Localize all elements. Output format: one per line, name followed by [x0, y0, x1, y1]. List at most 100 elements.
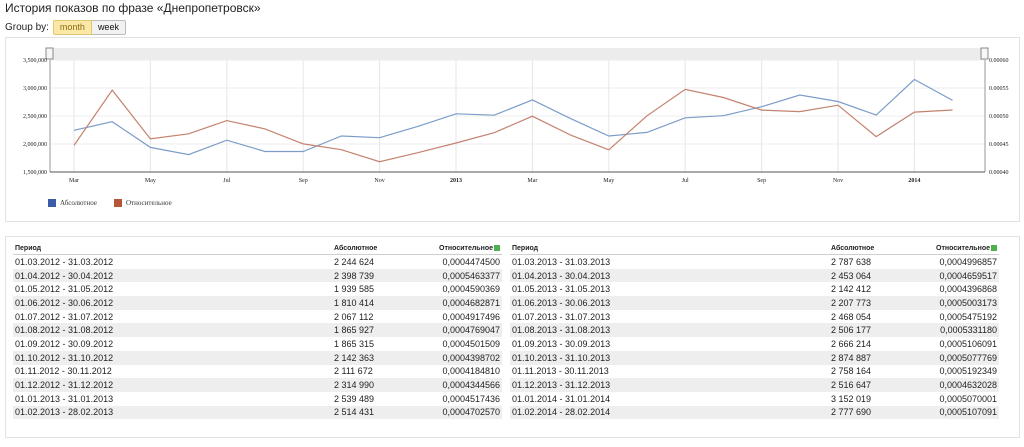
table-row: 01.07.2013 - 31.07.2013 2 468 054 0,000547… [510, 310, 999, 324]
table-row: 01.05.2012 - 31.05.2012 1 939 585 0,000459… [13, 282, 502, 296]
cell-period: 01.06.2013 - 30.06.2013 [510, 296, 829, 310]
scroll-handle-left [45, 47, 54, 60]
cell-abs: 2 244 624 [334, 256, 375, 267]
cell-rel: 0,0004344566 [432, 378, 502, 392]
x-tick-label: Sep [757, 178, 766, 184]
table-row: 01.06.2013 - 30.06.2013 2 207 773 0,000500… [510, 296, 999, 310]
table-row: 01.03.2012 - 31.03.2012 2 244 624 0,000447… [13, 255, 502, 269]
cell-abs: 2 874 887 [829, 350, 929, 365]
cell-rel: 0,0004474500 [442, 256, 500, 267]
table-row: 01.12.2012 - 31.12.2012 2 314 990 0,000434… [13, 378, 502, 392]
cell-abs: 2 468 054 [831, 311, 872, 322]
cell-period: 01.11.2013 - 30.11.2013 [512, 366, 609, 377]
table-row: 01.11.2013 - 30.11.2013 2 758 164 0,000519… [510, 365, 999, 379]
cell-abs: 2 453 064 [829, 268, 929, 283]
table-row: 01.12.2013 - 31.12.2013 2 516 647 0,000463… [510, 378, 999, 392]
group-by-label: Group by: [5, 22, 49, 33]
header-rel-label: Относительное [439, 245, 493, 252]
cell-abs: 3 152 019 [831, 393, 872, 404]
cell-period: 01.01.2013 - 31.01.2013 [15, 393, 114, 404]
cell-period: 01.11.2012 - 30.11.2012 [15, 366, 112, 377]
y-left-tick-label: 2,500,000 [23, 114, 47, 120]
cell-period: 01.12.2012 - 31.12.2012 [13, 378, 332, 392]
y-right-tick-label: 0.00040 [989, 170, 1009, 176]
cell-rel: 0,0005331180 [929, 323, 999, 338]
data-table-right: Период Абсолютное Относительное 01.03.20… [510, 243, 999, 420]
legend-item-abs: Абсолютное [48, 199, 97, 207]
cell-rel: 0,0004398702 [432, 350, 502, 365]
y-right-tick-label: 0.00060 [989, 58, 1009, 64]
x-tick-label: Jul [682, 178, 689, 184]
cell-rel: 0,0004682871 [432, 296, 502, 310]
info-icon[interactable] [494, 245, 500, 252]
cell-rel: 0,0004659517 [929, 268, 999, 283]
cell-period: 01.10.2013 - 31.10.2013 [510, 350, 829, 365]
table-row: 01.11.2012 - 30.11.2012 2 111 672 0,000418… [13, 365, 502, 379]
cell-period: 01.04.2013 - 30.04.2013 [510, 268, 829, 283]
cell-abs: 2 539 489 [334, 393, 375, 404]
scroll-handle-right [980, 47, 989, 60]
cell-period: 01.03.2013 - 31.03.2013 [512, 256, 611, 267]
cell-period: 01.02.2014 - 28.02.2014 [510, 405, 829, 420]
cell-abs: 2 506 177 [829, 323, 929, 338]
cell-period: 01.08.2012 - 31.08.2012 [13, 323, 332, 338]
cell-abs: 1 865 927 [332, 323, 432, 338]
page-title: История показов по фразе «Днепропетровск… [5, 1, 261, 15]
cell-rel: 0,0004702570 [432, 405, 502, 420]
table-header-row: Период Абсолютное Относительное [510, 243, 999, 255]
data-table-panel: Период Абсолютное Относительное 01.03.20… [5, 236, 1020, 438]
group-by-control: Group by: month week [5, 20, 126, 35]
y-right-tick-label: 0.00050 [989, 114, 1009, 120]
table-body-right: 01.03.2013 - 31.03.2013 2 787 638 0,000499… [510, 255, 999, 420]
x-tick-label: Nov [833, 178, 843, 184]
cell-abs: 2 514 431 [332, 405, 432, 420]
table-row: 01.04.2012 - 30.04.2012 2 398 739 0,000546… [13, 268, 502, 283]
legend-label-abs: Абсолютное [60, 199, 97, 207]
cell-abs: 2 067 112 [334, 311, 374, 322]
header-period: Период [510, 243, 829, 255]
table-body-left: 01.03.2012 - 31.03.2012 2 244 624 0,000447… [13, 255, 502, 420]
cell-rel: 0,0004396868 [939, 284, 997, 295]
table-row: 01.07.2012 - 31.07.2012 2 067 112 0,000491… [13, 310, 502, 324]
legend-label-rel: Относительное [126, 199, 172, 207]
cell-rel: 0,0004590369 [442, 284, 500, 295]
cell-abs: 2 142 363 [332, 350, 432, 365]
cell-period: 01.10.2012 - 31.10.2012 [13, 350, 332, 365]
cell-period: 01.01.2014 - 31.01.2014 [512, 393, 611, 404]
table-row: 01.09.2013 - 30.09.2013 2 666 214 0,000510… [510, 337, 999, 351]
cell-period: 01.08.2013 - 31.08.2013 [510, 323, 829, 338]
cell-abs: 2 787 638 [831, 256, 872, 267]
cell-rel: 0,0005463377 [432, 268, 502, 283]
cell-abs: 2 207 773 [829, 296, 929, 310]
cell-period: 01.03.2012 - 31.03.2012 [15, 256, 114, 267]
cell-rel: 0,0004517436 [442, 393, 500, 404]
table-row: 01.01.2014 - 31.01.2014 3 152 019 0,000507… [510, 392, 999, 406]
x-tick-label: May [145, 178, 156, 184]
x-tick-label: Sep [299, 178, 308, 184]
table-row: 01.03.2013 - 31.03.2013 2 787 638 0,000499… [510, 255, 999, 269]
cell-rel: 0,0004996857 [939, 256, 997, 267]
cell-period: 01.02.2013 - 28.02.2013 [13, 405, 332, 420]
y-left-tick-label: 3,000,000 [23, 86, 47, 92]
y-left-tick-label: 3,500,000 [23, 58, 47, 64]
header-rel: Относительное [432, 243, 502, 255]
cell-abs: 2 142 412 [831, 284, 872, 295]
header-rel-label: Относительное [936, 245, 990, 252]
cell-rel: 0,0004184810 [442, 366, 500, 377]
cell-rel: 0,0005192349 [939, 366, 997, 377]
x-tick-label: May [603, 178, 614, 184]
x-tick-label: 2014 [908, 178, 920, 184]
cell-period: 01.09.2012 - 30.09.2012 [15, 338, 114, 349]
table-header-row: Период Абсолютное Относительное [13, 243, 502, 255]
cell-period: 01.09.2013 - 30.09.2013 [512, 338, 611, 349]
group-by-week-button[interactable]: week [91, 20, 126, 35]
table-row: 01.05.2013 - 31.05.2013 2 142 412 0,000439… [510, 282, 999, 296]
info-icon[interactable] [991, 245, 997, 252]
cell-rel: 0,0005070001 [939, 393, 997, 404]
cell-rel: 0,0005106091 [939, 338, 997, 349]
table-row: 01.02.2014 - 28.02.2014 2 777 690 0,000510… [510, 405, 999, 420]
cell-rel: 0,0004501509 [442, 338, 500, 349]
line-chart: Mar May Jul Sep Nov 2013 Mar May Jul Sep Nov 2014 3,… [23, 47, 1009, 184]
group-by-month-button[interactable]: month [52, 20, 92, 35]
table-row: 01.02.2013 - 28.02.2013 2 514 431 0,000470… [13, 405, 502, 420]
